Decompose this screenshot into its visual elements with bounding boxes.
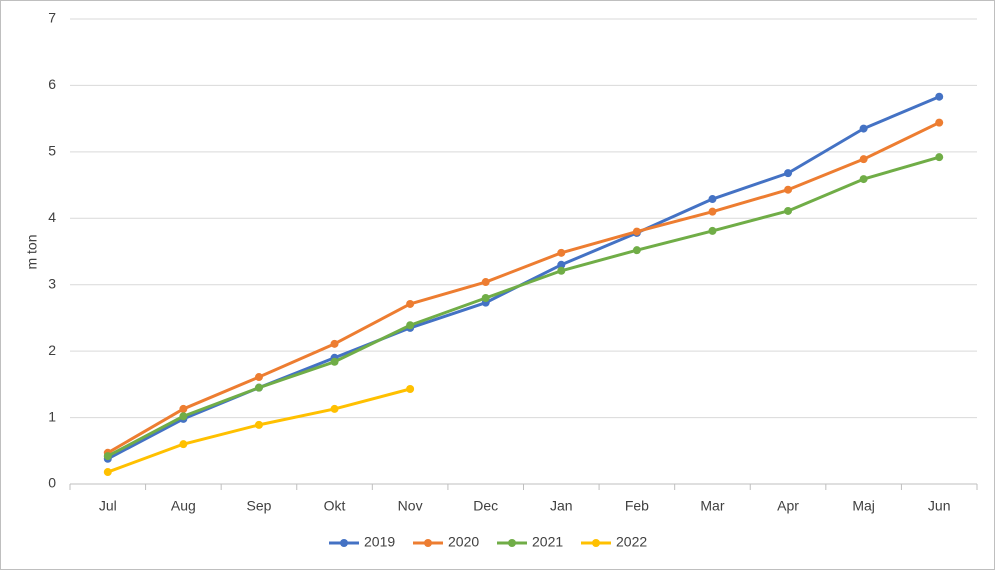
data-point bbox=[859, 124, 868, 133]
y-tick-label: 0 bbox=[48, 475, 56, 491]
data-point bbox=[481, 294, 490, 302]
data-point bbox=[103, 452, 112, 461]
series-line bbox=[107, 121, 940, 455]
legend-marker bbox=[424, 539, 432, 547]
data-point bbox=[784, 185, 793, 194]
data-point bbox=[708, 207, 717, 216]
data-point bbox=[103, 468, 112, 477]
y-tick-label: 1 bbox=[48, 408, 56, 424]
x-tick-label: Maj bbox=[852, 498, 875, 514]
data-point bbox=[557, 260, 566, 269]
x-tick-label: Dec bbox=[473, 498, 498, 514]
data-point bbox=[859, 175, 868, 184]
x-tick-label: Sep bbox=[246, 498, 271, 514]
data-point bbox=[935, 92, 944, 101]
data-point bbox=[254, 383, 263, 392]
x-tick-label: Feb bbox=[625, 498, 649, 514]
data-point bbox=[254, 373, 263, 382]
y-tick-label: 6 bbox=[48, 76, 56, 92]
x-tick-label: Jul bbox=[99, 498, 117, 514]
data-point bbox=[179, 440, 188, 449]
data-point bbox=[935, 153, 944, 162]
y-tick-label: 2 bbox=[48, 342, 56, 358]
series-line bbox=[107, 155, 940, 458]
data-point bbox=[708, 195, 717, 204]
y-axis-label: m ton bbox=[24, 234, 40, 269]
data-point bbox=[632, 227, 641, 236]
data-point bbox=[330, 404, 339, 413]
data-point bbox=[784, 206, 793, 215]
data-point bbox=[708, 226, 717, 235]
data-point bbox=[557, 266, 566, 275]
legend-label: 2022 bbox=[616, 534, 647, 550]
data-point bbox=[179, 404, 188, 413]
x-tick-label: Mar bbox=[700, 498, 724, 514]
y-tick-label: 4 bbox=[48, 209, 56, 225]
data-point bbox=[481, 278, 490, 287]
x-tick-label: Aug bbox=[171, 498, 196, 514]
legend-marker bbox=[592, 539, 600, 547]
legend-marker bbox=[508, 539, 516, 547]
x-tick-label: Okt bbox=[324, 498, 346, 514]
y-tick-label: 7 bbox=[48, 10, 56, 26]
y-tick-label: 5 bbox=[48, 143, 56, 159]
data-point bbox=[557, 248, 566, 257]
y-tick-label: 3 bbox=[48, 275, 56, 291]
legend-label: 2020 bbox=[448, 534, 479, 550]
legend-marker bbox=[340, 539, 348, 547]
x-tick-label: Jan bbox=[550, 498, 573, 514]
data-point bbox=[784, 169, 793, 178]
x-tick-label: Nov bbox=[398, 498, 423, 514]
data-point bbox=[406, 321, 415, 330]
x-tick-label: Apr bbox=[777, 498, 799, 514]
x-tick-label: Jun bbox=[928, 498, 951, 514]
data-point bbox=[859, 155, 868, 164]
data-point bbox=[935, 118, 944, 127]
legend-label: 2021 bbox=[532, 534, 563, 550]
data-point bbox=[330, 339, 339, 348]
data-point bbox=[406, 385, 415, 394]
legend-label: 2019 bbox=[364, 534, 395, 550]
data-point bbox=[254, 420, 263, 429]
data-point bbox=[330, 357, 339, 366]
data-point bbox=[179, 412, 188, 421]
data-point bbox=[632, 246, 641, 255]
data-point bbox=[406, 299, 415, 308]
